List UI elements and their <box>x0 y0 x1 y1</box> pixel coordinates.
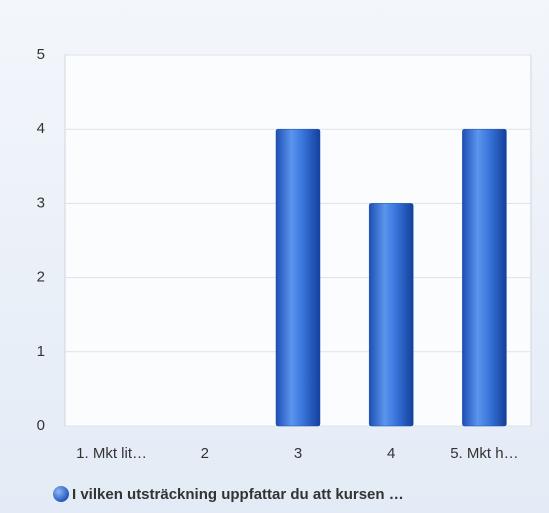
bar <box>368 203 414 427</box>
legend-label: I vilken utsträckning uppfattar du att k… <box>72 486 404 503</box>
y-tick-label: 0 <box>37 417 45 434</box>
y-tick-label: 5 <box>37 46 45 63</box>
bar <box>275 128 321 427</box>
x-tick-label: 4 <box>387 445 395 462</box>
legend-swatch <box>53 486 69 502</box>
bar <box>462 128 507 427</box>
x-tick-label: 2 <box>201 445 209 462</box>
x-tick-label: 3 <box>294 445 302 462</box>
x-tick-label: 5. Mkt h… <box>450 445 518 462</box>
y-tick-label: 4 <box>37 120 45 137</box>
x-tick-label: 1. Mkt lit… <box>76 445 147 462</box>
y-tick-label: 1 <box>37 343 45 360</box>
y-tick-label: 3 <box>37 194 45 211</box>
y-tick-label: 2 <box>37 269 45 286</box>
